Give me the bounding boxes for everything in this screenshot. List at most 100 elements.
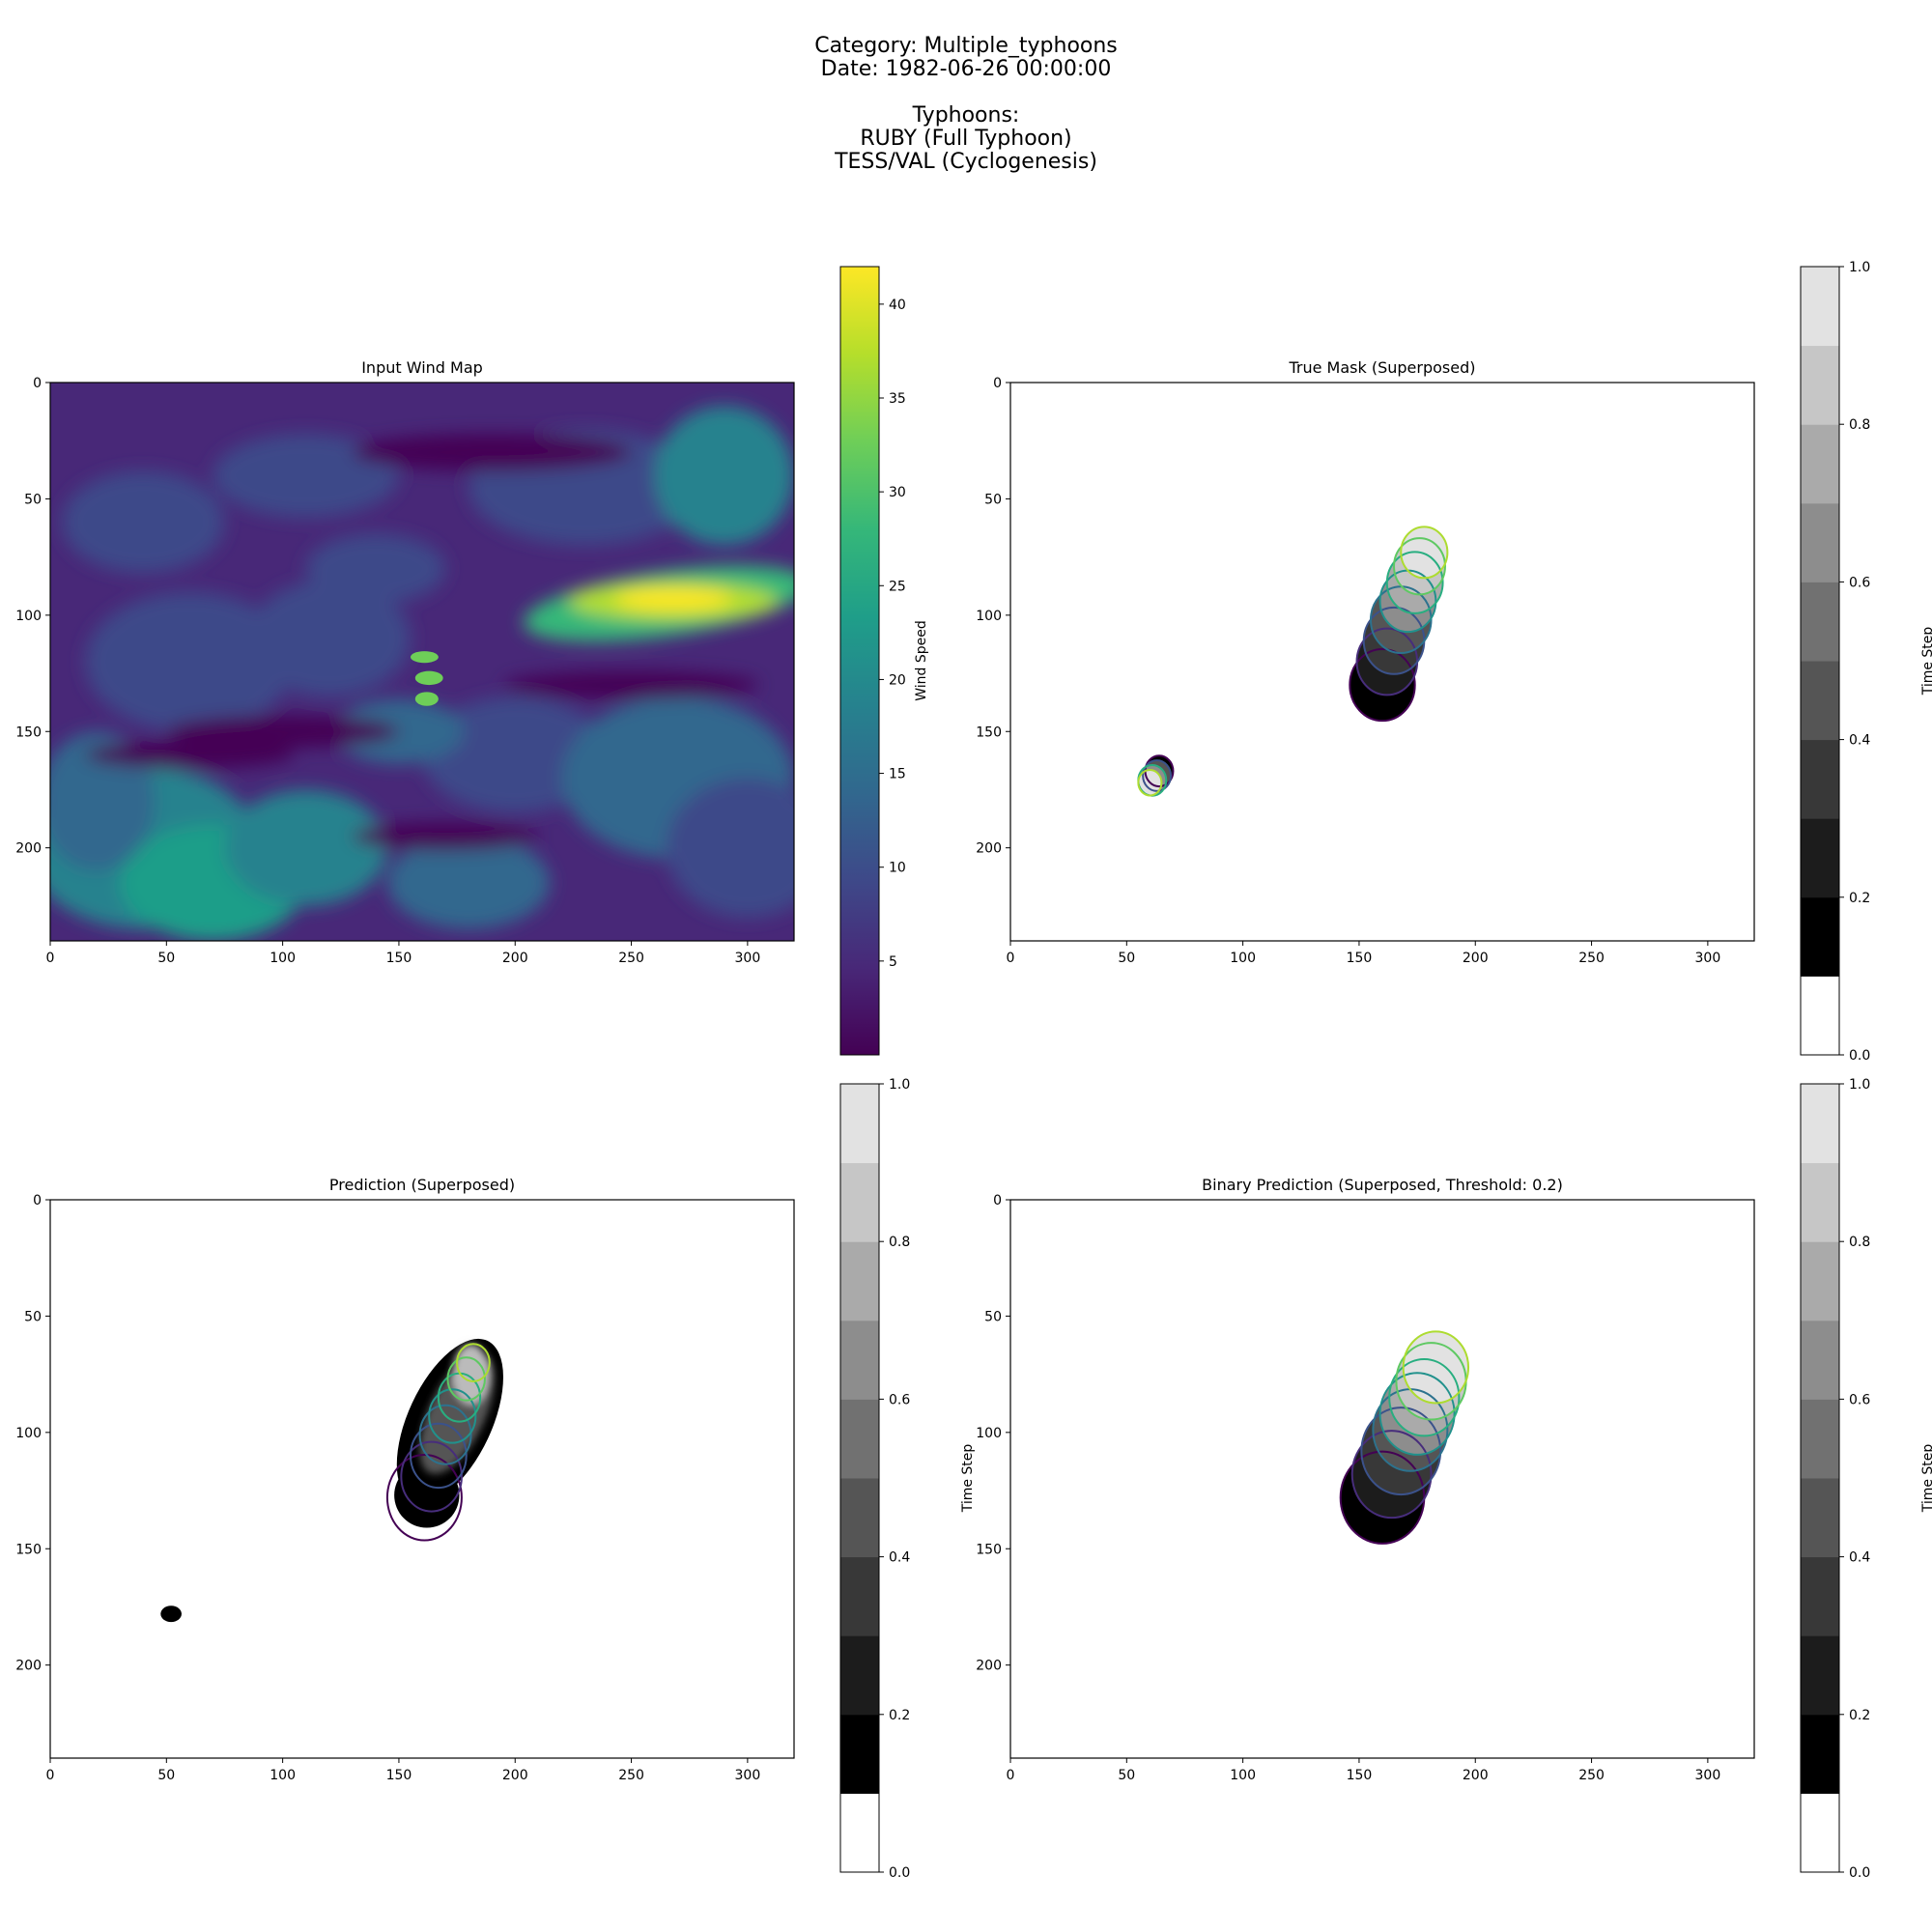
calm-lane	[352, 822, 539, 851]
title-line-typhoons-heading: Typhoons:	[912, 103, 1020, 128]
axes-1: 0 50 100 150 200 250 300 0 50 100 150 200 True Mask …	[976, 358, 1755, 966]
y-tick-label: 0	[993, 376, 1002, 391]
wind-heatmap	[50, 383, 794, 941]
timestep-contour	[1350, 1430, 1433, 1520]
colorbar-label: Wind Speed	[914, 620, 929, 701]
colorbar-band	[840, 1320, 879, 1400]
colorbar-label: Time Step	[1920, 627, 1932, 696]
colorbar-band	[1801, 502, 1839, 582]
y-tick-label: 50	[984, 492, 1002, 507]
true-mask-layer	[1137, 526, 1449, 797]
timestep-contour	[418, 1404, 472, 1465]
x-tick-label: 200	[1463, 951, 1489, 966]
x-tick-label: 150	[386, 951, 412, 966]
colorbar-tick-label: 40	[889, 298, 906, 313]
colorbar-tick-label: 0.2	[1849, 891, 1870, 906]
x-tick-label: 200	[502, 951, 528, 966]
y-tick-label: 50	[24, 1309, 42, 1324]
colorbar-tick-label: 0.0	[1849, 1048, 1870, 1064]
colorbar-label: Time Step	[1920, 1444, 1932, 1514]
timestep-contour	[1378, 1372, 1456, 1456]
colorbar-band	[840, 1084, 879, 1164]
colorbar-tick-label: 0.4	[1849, 733, 1870, 749]
typhoon-eyewall	[410, 651, 439, 664]
colorbar-tick-label: 0.8	[889, 1235, 910, 1250]
y-tick-label: 200	[976, 1659, 1002, 1674]
x-tick-label: 50	[1118, 951, 1135, 966]
typhoon-eyewall	[414, 692, 439, 706]
colorbar-band	[1801, 661, 1839, 741]
x-tick-label: 150	[1347, 1768, 1373, 1783]
colorbar-band	[1801, 267, 1839, 347]
wind-patch	[85, 591, 295, 732]
colorbar-band	[840, 1241, 879, 1321]
colorbar-tick-label: 1.0	[1849, 260, 1870, 275]
timestep-contour	[1137, 768, 1163, 797]
timestep-contour	[1385, 551, 1444, 614]
prediction-layer	[160, 1338, 503, 1623]
colorbar-tick-label: 30	[889, 485, 906, 500]
axes-0: 0 50 100 150 200 250 300 0 50 100 150 200 Input Wind…	[15, 358, 795, 966]
colorbar-tick-label: 0.6	[1849, 575, 1870, 590]
x-tick-label: 250	[618, 1768, 644, 1783]
x-tick-label: 100	[1230, 951, 1256, 966]
x-tick-label: 50	[157, 1768, 175, 1783]
title-line-category: Category: Multiple_typhoons	[814, 34, 1118, 58]
panel-title: Input Wind Map	[361, 358, 483, 377]
x-tick-label: 250	[1578, 951, 1605, 966]
colorbar-band	[1801, 976, 1839, 1056]
x-tick-label: 0	[1007, 1768, 1015, 1783]
colorbar-band	[1801, 1556, 1839, 1636]
colorbar-band	[1801, 818, 1839, 898]
title-line-typhoon-1: RUBY (Full Typhoon)	[860, 127, 1072, 151]
x-tick-label: 200	[502, 1768, 528, 1783]
y-tick-label: 150	[15, 1542, 42, 1557]
colorbar-tick-label: 0.4	[889, 1550, 910, 1566]
colorbar-band	[1801, 1162, 1839, 1242]
colorbar-label: Time Step	[960, 1444, 976, 1514]
x-tick-label: 150	[1347, 951, 1373, 966]
colorbar-band	[1801, 739, 1839, 819]
wind-patch	[247, 580, 411, 697]
x-tick-label: 50	[1118, 1768, 1135, 1783]
x-tick-label: 50	[157, 951, 175, 966]
colorbar-band	[840, 1399, 879, 1479]
colorbar-band	[1801, 1084, 1839, 1164]
colorbar-tick-label: 0.4	[1849, 1550, 1870, 1566]
colorbar-3: 0.0 0.2 0.4 0.6 0.8 1.0 Time Step	[1800, 1077, 1932, 1881]
colorbar-band	[1801, 1320, 1839, 1400]
x-tick-label: 300	[1695, 1768, 1721, 1783]
colorbar-band	[1801, 424, 1839, 504]
wind-patch	[224, 789, 387, 906]
timestep-contour	[1142, 759, 1173, 792]
panel-title: True Mask (Superposed)	[1288, 358, 1475, 377]
colorbar-band	[1801, 1793, 1839, 1873]
x-tick-label: 300	[735, 1768, 761, 1783]
typhoon-ring	[410, 651, 443, 706]
x-tick-label: 100	[1230, 1768, 1256, 1783]
timestep-contour	[1349, 648, 1416, 723]
timestep-contour	[1360, 1406, 1442, 1496]
x-tick-label: 0	[46, 951, 55, 966]
wind-patch	[50, 731, 156, 871]
timestep-contour	[1402, 1330, 1470, 1405]
colorbar-frame	[1800, 266, 1840, 1056]
axes-3: 0 50 100 150 200 250 300 0 50 100 150 200 Binary Pre…	[976, 1176, 1755, 1783]
y-tick-label: 200	[15, 1659, 42, 1674]
colorbar-2: 0.0 0.2 0.4 0.6 0.8 1.0 Time Step	[839, 1077, 976, 1881]
colorbar-tick-label: 0.2	[1849, 1708, 1870, 1723]
colorbar-tick-label: 0.6	[1849, 1392, 1870, 1407]
axes-2: 0 50 100 150 200 250 300 0 50 100 150 200 Prediction…	[15, 1176, 795, 1783]
calm-lane	[85, 740, 295, 769]
wind-patch	[305, 533, 446, 604]
colorbar-tick-label: 0.2	[889, 1708, 910, 1723]
colorbar-tick-label: 0.8	[1849, 417, 1870, 433]
y-tick-label: 200	[15, 841, 42, 857]
colorbar-frame	[839, 1083, 880, 1873]
colorbar-band	[1801, 345, 1839, 425]
colorbar-band	[1801, 1478, 1839, 1558]
timestep-contour	[446, 1356, 486, 1402]
panel-title: Prediction (Superposed)	[329, 1176, 515, 1194]
colorbar-tick-label: 15	[889, 767, 906, 782]
